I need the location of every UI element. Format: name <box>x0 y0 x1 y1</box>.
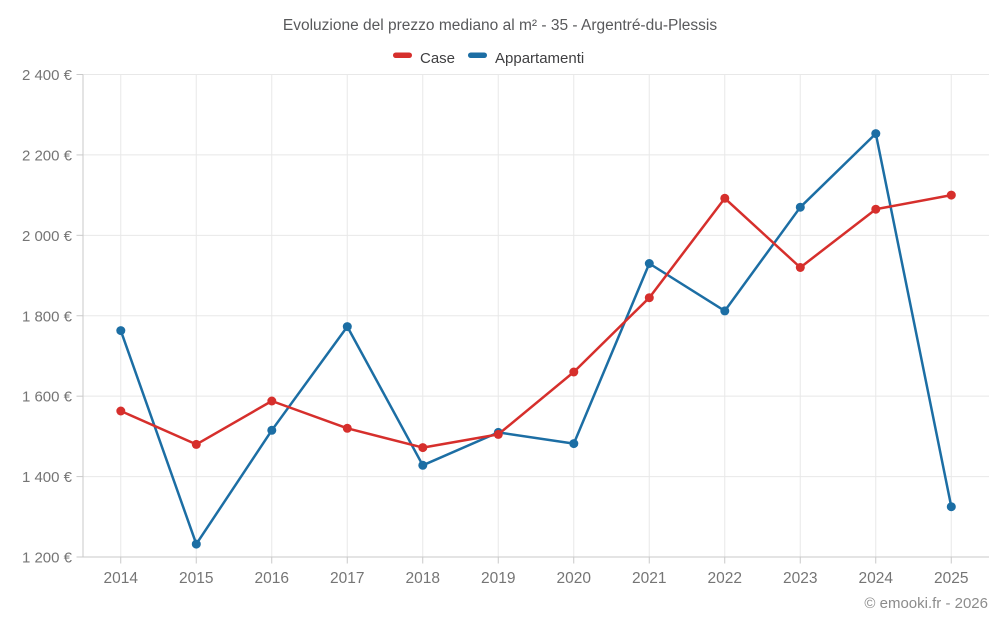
case-series-swatch-icon <box>393 52 412 58</box>
legend: Case Appartamenti <box>393 50 584 67</box>
data-point-appartamenti-2021[interactable] <box>644 259 654 268</box>
data-point-case-2016[interactable] <box>267 396 277 406</box>
x-axis-label-2024: 2024 <box>859 570 894 587</box>
x-axis-label-2022: 2022 <box>708 570 742 587</box>
series-case <box>116 190 956 453</box>
data-point-appartamenti-2025[interactable] <box>946 502 956 512</box>
data-point-case-2017[interactable] <box>342 423 352 433</box>
y-axis-label-1200: 1 200 € <box>22 550 73 567</box>
legend-item-case[interactable]: Case <box>393 50 455 67</box>
data-point-appartamenti-2017[interactable] <box>342 322 352 332</box>
legend-label-appartamenti: Appartamenti <box>495 50 584 67</box>
gridlines <box>83 74 989 557</box>
data-point-appartamenti-2024[interactable] <box>871 129 881 139</box>
data-point-appartamenti-2016[interactable] <box>267 425 277 435</box>
y-axis-label-1800: 1 800 € <box>22 308 73 325</box>
y-axis-label-2200: 2 200 € <box>22 147 73 164</box>
data-point-case-2025[interactable] <box>946 190 956 200</box>
x-axis-labels: 2014 2015 2016 2017 2018 2019 2020 2021 2022 2023… <box>104 570 969 587</box>
legend-label-case: Case <box>420 50 455 67</box>
data-series <box>116 129 956 549</box>
x-axis-label-2015: 2015 <box>179 570 213 587</box>
x-axis-label-2020: 2020 <box>557 570 592 587</box>
x-axis-label-2025: 2025 <box>934 570 968 587</box>
data-point-case-2018[interactable] <box>418 443 428 453</box>
data-point-case-2024[interactable] <box>871 204 881 214</box>
x-axis-label-2019: 2019 <box>481 570 515 587</box>
x-axis-label-2017: 2017 <box>330 570 364 587</box>
y-axis-label-2000: 2 000 € <box>22 228 73 245</box>
appartamenti-series-swatch-icon <box>468 52 487 58</box>
legend-item-appartamenti[interactable]: Appartamenti <box>468 50 584 67</box>
y-axis-label-2400: 2 400 € <box>22 67 73 84</box>
data-point-appartamenti-2020[interactable] <box>569 439 579 449</box>
series-appartamenti <box>116 129 956 549</box>
series-line-appartamenti <box>119 132 953 546</box>
data-point-case-2019[interactable] <box>493 429 503 439</box>
data-point-case-2022[interactable] <box>720 193 730 203</box>
data-point-appartamenti-2023[interactable] <box>795 202 805 212</box>
data-point-case-2015[interactable] <box>191 439 201 449</box>
x-axis-label-2014: 2014 <box>104 570 139 587</box>
data-point-appartamenti-2022[interactable] <box>720 306 730 316</box>
data-point-appartamenti-2018[interactable] <box>418 460 428 470</box>
x-axis-label-2021: 2021 <box>632 570 666 587</box>
x-axis-label-2016: 2016 <box>255 570 289 587</box>
copyright: © emooki.fr - 2026 <box>864 595 988 612</box>
data-point-case-2014[interactable] <box>116 406 126 416</box>
y-axis-label-1600: 1 600 € <box>22 389 73 406</box>
series-line-case <box>119 193 953 449</box>
chart-title: Evoluzione del prezzo mediano al m² - 35… <box>283 17 717 34</box>
x-axis-label-2023: 2023 <box>783 570 817 587</box>
data-point-appartamenti-2014[interactable] <box>116 326 126 336</box>
data-point-case-2020[interactable] <box>569 367 579 377</box>
y-axis-labels: 1 200 € 1 400 € 1 600 € 1 800 € 2 000 € 2 200… <box>22 67 73 567</box>
data-point-case-2021[interactable] <box>644 293 654 303</box>
data-point-appartamenti-2015[interactable] <box>191 539 201 549</box>
x-axis-label-2018: 2018 <box>406 570 440 587</box>
tick-marks <box>76 74 952 564</box>
data-point-case-2023[interactable] <box>795 263 805 272</box>
y-axis-label-1400: 1 400 € <box>22 469 73 486</box>
